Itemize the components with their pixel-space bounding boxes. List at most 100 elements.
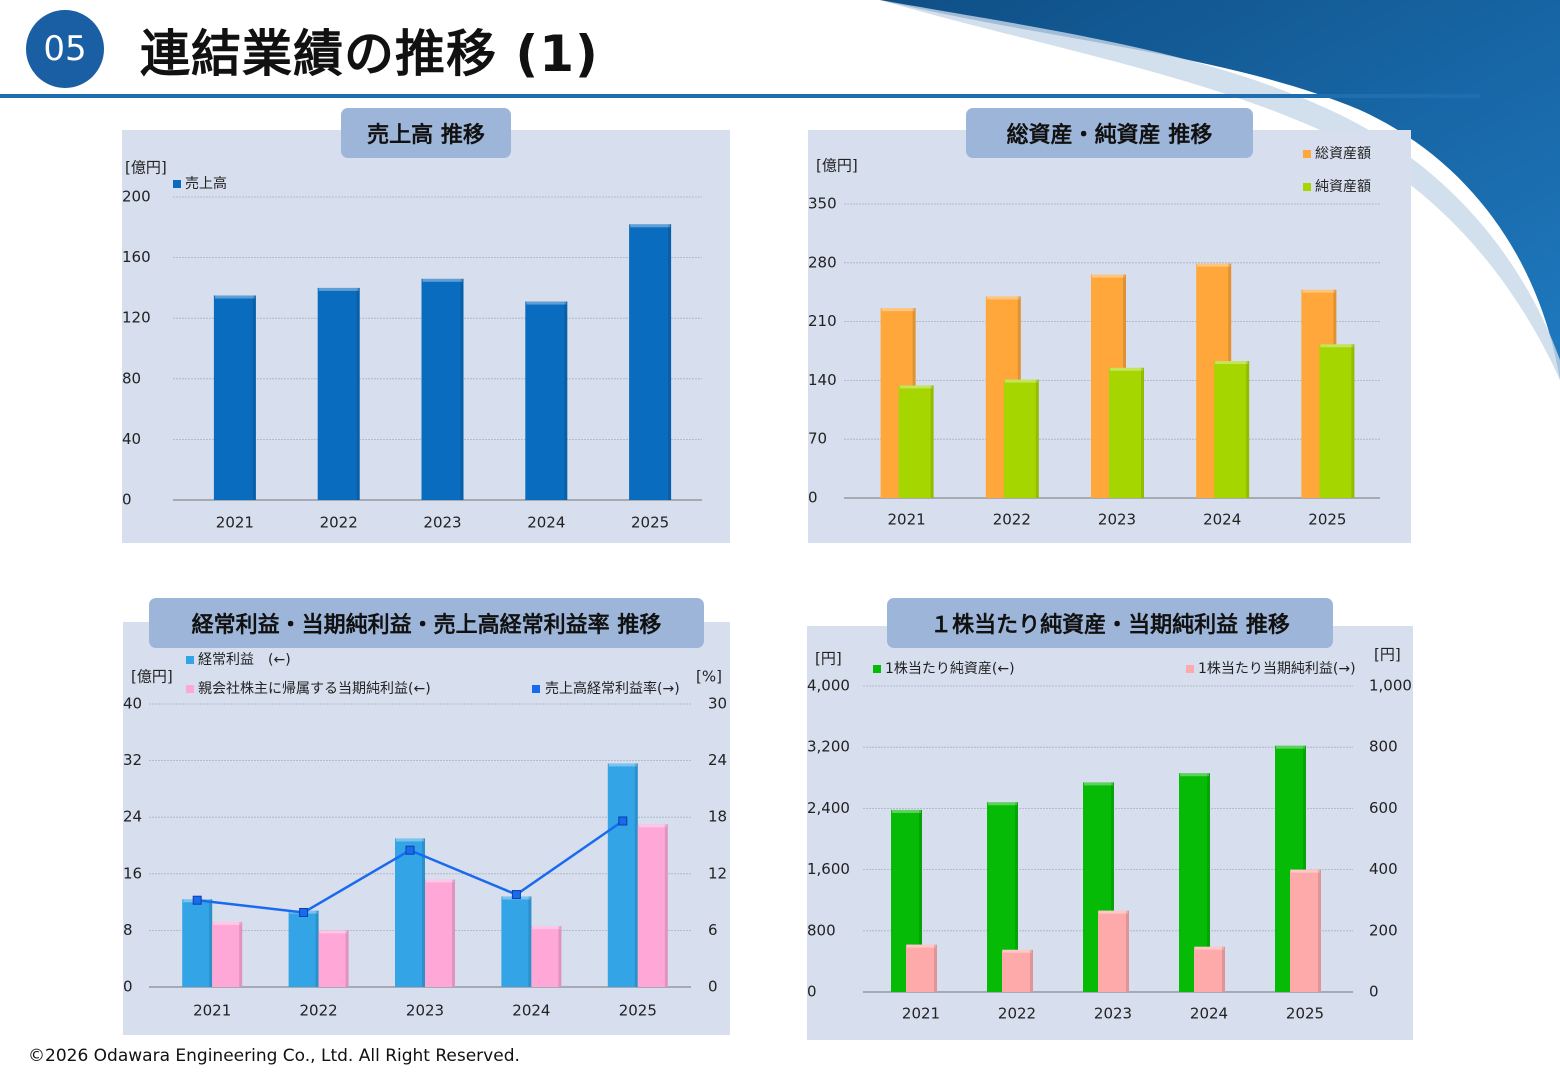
y-tick-label: 200 [122, 188, 151, 206]
profit-chart-title: 経常利益・当期純利益・売上高経常利益率 推移 [149, 598, 704, 648]
y-tick-label: 160 [122, 248, 151, 266]
bar-pershare-s1 [1290, 869, 1321, 992]
y-tick-label: 350 [808, 195, 837, 213]
bar-sales-s0 [213, 295, 256, 500]
x-tick-label: 2023 [1098, 511, 1136, 529]
profit-chart: 0 8 16 24 32 40 0 6 12 18 24 30 2021 2022 2023 2024 2025… [123, 652, 727, 1020]
y2-tick-label: 12 [708, 864, 727, 882]
x-tick-label: 2021 [216, 514, 254, 532]
line-point [299, 907, 309, 917]
bar-assets-s1 [1003, 379, 1039, 498]
line-point [405, 845, 415, 855]
y-tick-label: 40 [122, 430, 141, 448]
legend-label: 経常利益 (←) [198, 652, 291, 668]
y2-tick-label: 24 [708, 751, 727, 769]
legend-swatch [873, 665, 881, 673]
bar-assets-s1 [1319, 344, 1355, 498]
y-tick-label: 280 [808, 253, 837, 271]
bar-profit-s1 [425, 879, 455, 987]
y-tick-label: 16 [123, 864, 142, 882]
bar-profit-s0 [288, 910, 319, 987]
bar-sales-s0 [525, 301, 568, 500]
legend-label: 親会社株主に帰属する当期純利益(←) [198, 680, 431, 697]
axis-unit-label: [円] [815, 650, 842, 668]
bar-pershare-s1 [906, 944, 937, 992]
chart-panel-sales: 0 40 80 120 160 200 2021 2022 2023 2024 2025 [億円] 売上… [122, 130, 730, 543]
bar-sales-s0 [421, 278, 464, 500]
x-tick-label: 2025 [1286, 1005, 1324, 1023]
y2-tick-label: 400 [1369, 860, 1398, 878]
chart-panel-pershare: 0 800 1,600 2,400 3,200 4,000 0 200 400 600 800 1,0… [807, 626, 1413, 1040]
legend-label: 1株当たり当期純利益(→) [1198, 661, 1356, 677]
y2-tick-label: 30 [708, 695, 727, 713]
legend-swatch [532, 685, 540, 693]
legend-swatch [186, 656, 194, 664]
y-tick-label: 800 [807, 921, 836, 939]
bar-assets-s1 [1109, 367, 1144, 498]
bar-sales-s0 [629, 224, 672, 500]
bar-profit-s1 [318, 930, 349, 987]
x-tick-label: 2022 [300, 1002, 338, 1020]
y-tick-label: 120 [122, 309, 151, 327]
y-tick-label: 70 [808, 430, 827, 448]
axis-unit-label: [円] [1374, 646, 1401, 664]
legend-label: 1株当たり純資産(←) [885, 661, 1015, 677]
y-tick-label: 0 [807, 983, 817, 1001]
y-tick-label: 24 [123, 808, 142, 826]
bar-profit-s0 [395, 838, 425, 987]
x-tick-label: 2025 [1308, 511, 1346, 529]
x-tick-label: 2025 [631, 514, 669, 532]
axis-unit-label: [億円] [816, 157, 858, 175]
y2-tick-label: 600 [1369, 799, 1398, 817]
legend-label: 売上高経常利益率(→) [545, 680, 680, 697]
y-tick-label: 8 [123, 921, 133, 939]
x-tick-label: 2021 [888, 511, 926, 529]
bar-assets-s1 [1214, 361, 1250, 498]
x-tick-label: 2023 [406, 1002, 444, 1020]
line-point [511, 890, 521, 900]
y-tick-label: 1,600 [807, 860, 850, 878]
y2-tick-label: 0 [1369, 983, 1379, 1001]
line-point [618, 816, 628, 826]
legend-label: 純資産額 [1315, 179, 1371, 195]
pershare-chart: 0 800 1,600 2,400 3,200 4,000 0 200 400 600 800 1,0… [807, 646, 1412, 1023]
y-tick-label: 4,000 [807, 677, 850, 695]
bar-profit-s1 [212, 921, 243, 987]
y-tick-label: 3,200 [807, 738, 850, 756]
assets-chart-title: 総資産・純資産 推移 [966, 108, 1253, 158]
axis-unit-label: [%] [696, 668, 722, 686]
legend-swatch [173, 180, 181, 188]
legend-swatch [1303, 150, 1311, 158]
sales-chart-title: 売上高 推移 [341, 108, 511, 158]
line-point [192, 895, 202, 905]
sales-chart: 0 40 80 120 160 200 2021 2022 2023 2024 2025 [億円] 売上… [122, 159, 702, 532]
x-tick-label: 2024 [512, 1002, 550, 1020]
legend-swatch [186, 685, 194, 693]
x-tick-label: 2024 [527, 514, 565, 532]
y-tick-label: 80 [122, 369, 141, 387]
bar-pershare-s1 [1002, 949, 1033, 992]
y-tick-label: 210 [808, 312, 837, 330]
bar-profit-s0 [501, 896, 532, 987]
y-tick-label: 0 [808, 489, 818, 507]
bar-sales-s0 [317, 287, 360, 500]
x-tick-label: 2023 [1094, 1005, 1132, 1023]
legend-swatch [1303, 183, 1311, 191]
y-tick-label: 2,400 [807, 799, 850, 817]
title-underline [0, 94, 1480, 98]
bar-profit-s1 [531, 926, 562, 987]
axis-unit-label: [億円] [125, 159, 167, 177]
axis-unit-label: [億円] [131, 668, 173, 686]
x-tick-label: 2025 [619, 1002, 657, 1020]
y-tick-label: 0 [123, 978, 133, 996]
x-tick-label: 2022 [993, 511, 1031, 529]
bar-profit-s0 [182, 899, 213, 987]
x-tick-label: 2022 [998, 1005, 1036, 1023]
x-tick-label: 2024 [1203, 511, 1241, 529]
y-tick-label: 40 [123, 695, 142, 713]
x-tick-label: 2024 [1190, 1005, 1228, 1023]
legend-label: 売上高 [185, 175, 227, 192]
bar-pershare-s1 [1098, 910, 1129, 992]
legend-label: 総資産額 [1315, 146, 1371, 162]
y2-tick-label: 800 [1369, 738, 1398, 756]
